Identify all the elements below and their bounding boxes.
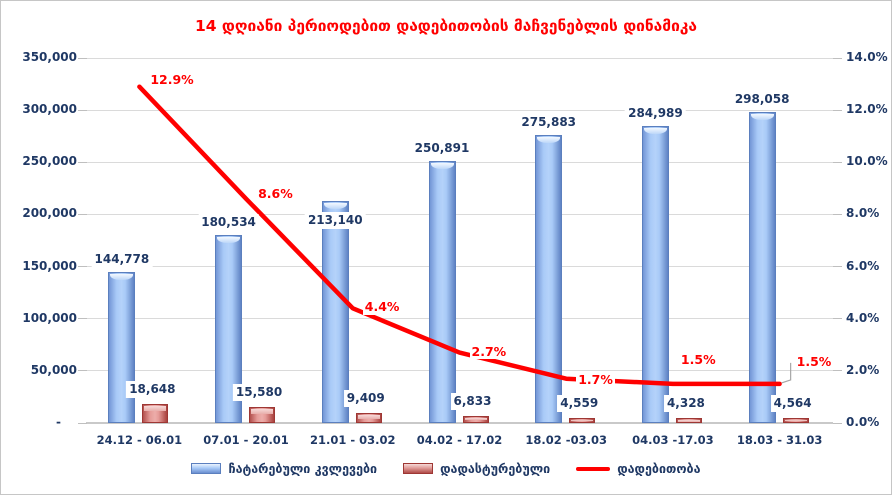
x-axis-line: [86, 422, 833, 424]
legend: ჩატარებული კვლევები დადასტურებული დადები…: [1, 461, 891, 476]
data-label-tests: 144,778: [91, 251, 153, 269]
right-axis-tick-label: 4.0%: [846, 310, 880, 325]
data-label-confirmed: 18,648: [126, 380, 179, 398]
data-label-confirmed: 4,559: [557, 395, 602, 413]
bar-confirmed: [355, 413, 382, 423]
legend-item-positivity: დადებითობა: [576, 461, 701, 476]
chart-title: 14 დღიანი პერიოდებით დადებითობის მაჩვენე…: [194, 17, 698, 35]
left-tick: [78, 161, 87, 163]
bar-confirmed: [569, 418, 596, 423]
data-label-positivity: 1.5%: [794, 353, 834, 370]
category-label: 24.12 - 06.01: [96, 433, 183, 447]
right-tick: [833, 266, 842, 268]
left-tick: [78, 266, 87, 268]
data-label-positivity: 12.9%: [148, 71, 196, 88]
left-tick: [78, 109, 87, 111]
data-label-confirmed: 15,580: [232, 383, 286, 401]
data-label-positivity: 8.6%: [256, 185, 295, 202]
data-label-confirmed: 9,409: [343, 390, 388, 408]
right-tick: [833, 109, 842, 111]
category-label: 18.03 - 31.03: [736, 433, 823, 447]
last-label-leader-line: [781, 362, 792, 384]
right-axis-tick-label: 2.0%: [846, 362, 880, 377]
right-tick: [833, 370, 842, 372]
data-label-tests: 298,058: [731, 91, 793, 109]
red-bar-swatch-icon: [403, 463, 434, 474]
legend-item-confirmed: დადასტურებული: [403, 461, 550, 476]
gridline: [86, 109, 833, 111]
data-label-confirmed: 6,833: [450, 392, 495, 410]
legend-label-positivity: დადებითობა: [617, 461, 701, 476]
right-tick: [833, 161, 842, 163]
left-axis-tick-label: 50,000: [30, 362, 77, 377]
bar-tests-conducted: [428, 161, 456, 423]
bar-tests-conducted: [535, 135, 563, 423]
category-label: 07.01 - 20.01: [203, 433, 289, 447]
left-axis-tick-label: 250,000: [22, 154, 77, 169]
left-axis-tick-label: 300,000: [22, 102, 77, 117]
left-axis-tick-label: 150,000: [22, 258, 77, 273]
gridline: [86, 266, 833, 268]
data-label-positivity: 1.7%: [576, 371, 615, 388]
right-axis-tick-label: 0.0%: [846, 415, 880, 429]
red-line-swatch-icon: [576, 466, 611, 471]
left-tick: [78, 213, 87, 215]
left-axis-tick-label: 200,000: [22, 206, 77, 221]
bar-confirmed: [782, 418, 809, 423]
right-axis-tick-label: 10.0%: [846, 154, 888, 169]
data-label-positivity: 4.4%: [362, 299, 402, 315]
left-tick: [78, 422, 87, 424]
data-label-confirmed: 4,328: [663, 395, 708, 413]
left-axis-tick-label: 100,000: [22, 310, 77, 325]
bar-tests-conducted: [108, 272, 136, 423]
data-label-positivity: 2.7%: [469, 343, 509, 359]
right-axis-tick-label: 12.0%: [846, 102, 888, 117]
right-tick: [833, 422, 842, 424]
right-tick: [833, 213, 842, 215]
gridline: [86, 161, 833, 163]
left-tick: [78, 57, 87, 59]
category-label: 04.02 - 17.02: [416, 433, 503, 447]
bar-tests-conducted: [748, 112, 776, 423]
legend-item-tests: ჩატარებული კვლევები: [191, 461, 377, 476]
legend-label-confirmed: დადასტურებული: [440, 461, 551, 476]
right-axis-tick-label: 6.0%: [846, 258, 880, 273]
category-label: 04.03 -17.03: [632, 433, 714, 447]
category-label: 18.02 -03.03: [525, 433, 607, 447]
left-tick: [78, 370, 87, 372]
data-label-positivity: 1.5%: [678, 351, 718, 368]
data-label-tests: 250,891: [411, 140, 473, 158]
data-label-tests: 213,140: [304, 211, 366, 229]
category-label: 21.01 - 03.02: [310, 433, 396, 447]
gridline: [86, 318, 833, 320]
legend-label-tests: ჩატარებული კვლევები: [228, 461, 378, 476]
bar-confirmed: [249, 406, 276, 423]
left-axis-tick-label: -: [56, 415, 61, 429]
bar-confirmed: [142, 403, 169, 423]
right-tick: [833, 318, 842, 320]
gridline: [86, 370, 833, 372]
right-axis-tick-label: 14.0%: [846, 50, 888, 64]
right-axis-tick-label: 8.0%: [846, 206, 880, 221]
bar-confirmed: [675, 418, 702, 423]
right-tick: [833, 57, 842, 59]
bar-tests-conducted: [641, 125, 669, 423]
bar-confirmed: [462, 415, 489, 423]
data-label-tests: 275,883: [518, 114, 580, 132]
left-axis-tick-label: 350,000: [22, 50, 77, 64]
data-label-confirmed: 4,564: [770, 395, 815, 413]
left-tick: [78, 318, 87, 320]
data-label-tests: 180,534: [198, 213, 259, 231]
blue-bar-swatch-icon: [191, 463, 222, 474]
gridline: [86, 57, 833, 59]
data-label-tests: 284,989: [625, 104, 686, 122]
